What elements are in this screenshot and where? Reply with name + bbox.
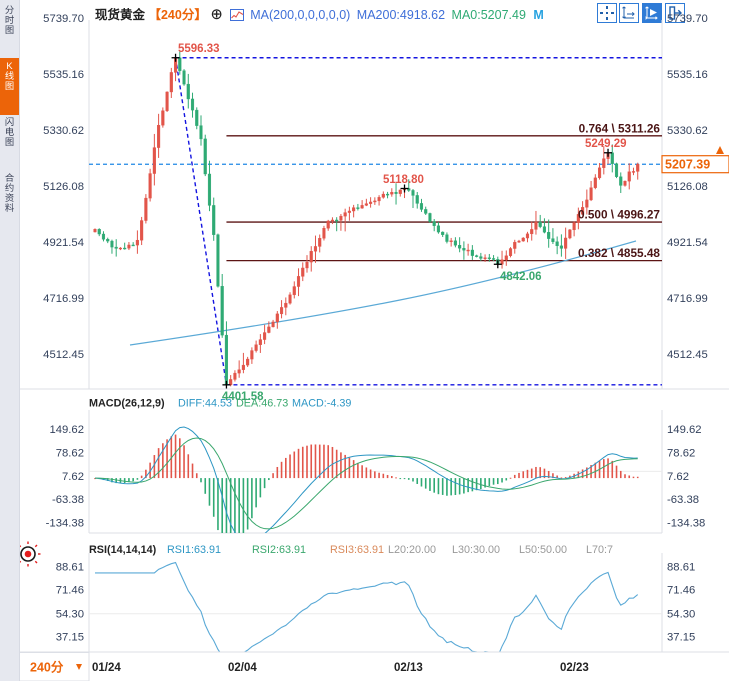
svg-text:54.30: 54.30 bbox=[667, 609, 695, 621]
svg-text:DIFF:44.53: DIFF:44.53 bbox=[178, 398, 232, 410]
svg-text:L70:7: L70:7 bbox=[586, 544, 613, 556]
svg-text:5535.16: 5535.16 bbox=[43, 69, 84, 81]
svg-text:4512.45: 4512.45 bbox=[43, 349, 84, 361]
svg-text:4842.06: 4842.06 bbox=[500, 271, 542, 283]
svg-text:149.62: 149.62 bbox=[667, 424, 702, 436]
svg-text:4716.99: 4716.99 bbox=[43, 293, 84, 305]
svg-text:5249.29: 5249.29 bbox=[585, 138, 627, 150]
svg-text:5126.08: 5126.08 bbox=[667, 181, 708, 193]
svg-text:5330.62: 5330.62 bbox=[43, 125, 84, 137]
svg-text:-134.38: -134.38 bbox=[46, 518, 84, 530]
svg-text:02/23: 02/23 bbox=[560, 662, 589, 674]
svg-text:54.30: 54.30 bbox=[56, 609, 84, 621]
svg-text:RSI3:63.91: RSI3:63.91 bbox=[330, 544, 384, 556]
svg-text:01/24: 01/24 bbox=[92, 662, 121, 674]
svg-text:88.61: 88.61 bbox=[667, 562, 695, 574]
svg-text:88.61: 88.61 bbox=[56, 562, 84, 574]
svg-text:-63.38: -63.38 bbox=[52, 494, 84, 506]
svg-text:02/04: 02/04 bbox=[228, 662, 257, 674]
svg-text:RSI1:63.91: RSI1:63.91 bbox=[167, 544, 221, 556]
svg-text:4921.54: 4921.54 bbox=[667, 237, 708, 249]
svg-text:RSI(14,14,14): RSI(14,14,14) bbox=[89, 544, 157, 556]
svg-text:71.46: 71.46 bbox=[667, 585, 695, 597]
svg-text:78.62: 78.62 bbox=[56, 448, 84, 460]
svg-text:DEA:46.73: DEA:46.73 bbox=[236, 398, 288, 410]
svg-text:RSI2:63.91: RSI2:63.91 bbox=[252, 544, 306, 556]
svg-text:L20:20.00: L20:20.00 bbox=[388, 544, 436, 556]
svg-text:5207.39: 5207.39 bbox=[665, 158, 710, 172]
svg-text:149.62: 149.62 bbox=[49, 424, 84, 436]
svg-text:L30:30.00: L30:30.00 bbox=[452, 544, 500, 556]
svg-text:240分: 240分 bbox=[30, 660, 64, 675]
svg-text:MACD(26,12,9): MACD(26,12,9) bbox=[89, 398, 165, 410]
svg-text:0.382 \ 4855.48: 0.382 \ 4855.48 bbox=[578, 246, 660, 260]
svg-text:0.764 \ 5311.26: 0.764 \ 5311.26 bbox=[579, 122, 661, 136]
svg-text:5126.08: 5126.08 bbox=[43, 181, 84, 193]
svg-text:02/13: 02/13 bbox=[394, 662, 423, 674]
svg-text:7.62: 7.62 bbox=[667, 471, 689, 483]
svg-text:71.46: 71.46 bbox=[56, 585, 84, 597]
svg-text:5739.70: 5739.70 bbox=[43, 13, 84, 25]
svg-text:5739.70: 5739.70 bbox=[667, 13, 708, 25]
svg-text:L50:50.00: L50:50.00 bbox=[519, 544, 567, 556]
svg-text:7.62: 7.62 bbox=[62, 471, 84, 483]
svg-text:5118.80: 5118.80 bbox=[383, 174, 424, 186]
svg-text:5596.33: 5596.33 bbox=[178, 43, 220, 55]
svg-text:4512.45: 4512.45 bbox=[667, 349, 708, 361]
svg-text:37.15: 37.15 bbox=[56, 632, 84, 644]
svg-text:0.500 \ 4996.27: 0.500 \ 4996.27 bbox=[578, 208, 660, 222]
svg-text:4921.54: 4921.54 bbox=[43, 237, 84, 249]
svg-text:5535.16: 5535.16 bbox=[667, 69, 708, 81]
svg-text:-134.38: -134.38 bbox=[667, 518, 705, 530]
svg-text:37.15: 37.15 bbox=[667, 632, 695, 644]
svg-text:5330.62: 5330.62 bbox=[667, 125, 708, 137]
svg-text:4716.99: 4716.99 bbox=[667, 293, 708, 305]
svg-text:MACD:-4.39: MACD:-4.39 bbox=[292, 398, 351, 410]
svg-text:-63.38: -63.38 bbox=[667, 494, 699, 506]
svg-text:78.62: 78.62 bbox=[667, 448, 695, 460]
